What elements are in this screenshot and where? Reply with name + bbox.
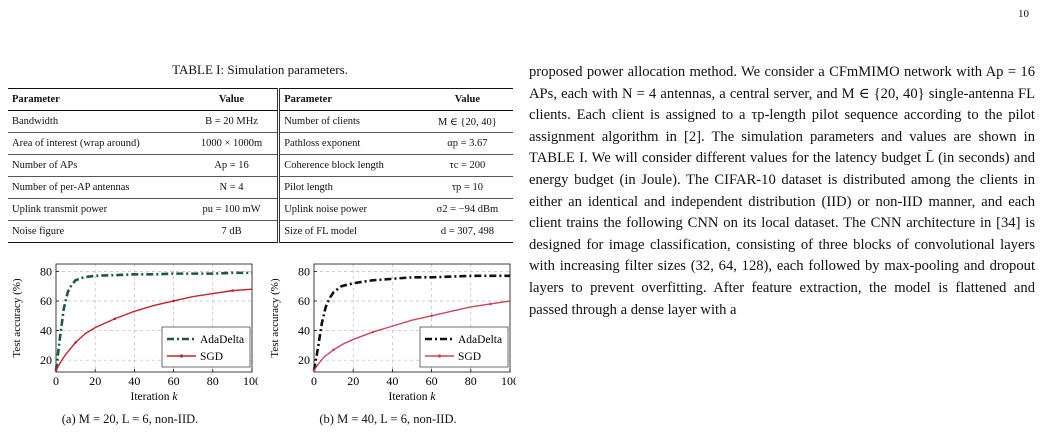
- legend-label: AdaDelta: [458, 334, 502, 346]
- series-point: [54, 369, 58, 372]
- chart-b: 0 20 40 60 80 100 20 40 60 80 Iteration k Test accu…: [258, 256, 519, 417]
- series-point: [231, 289, 234, 292]
- series-point: [332, 348, 335, 352]
- legend-marker: [179, 354, 184, 358]
- legend-label: SGD: [458, 351, 481, 363]
- y-tick-label: 20: [40, 353, 52, 367]
- table-cell: Coherence block length: [278, 154, 422, 177]
- chart-a-caption: (a) M = 20, L = 6, non-IID.: [61, 412, 199, 426]
- chart-a: 0 20 40 60 80 100 20 40 60 80 Iteration k Test accu…: [0, 256, 261, 417]
- parameters-table: Parameter Value Parameter Value Bandwidt…: [8, 88, 513, 243]
- table-header-cell: Value: [421, 88, 513, 111]
- table-cell: Area of interest (wrap around): [8, 132, 186, 155]
- series-line-sgd: [55, 288, 253, 371]
- plot-frame: [55, 263, 253, 373]
- series-line-adadelta: [54, 271, 252, 371]
- table-cell: Number of APs: [8, 154, 186, 177]
- y-tick-label: 60: [40, 294, 52, 308]
- table-cell: d = 307, 498: [421, 220, 513, 243]
- table-cell: N = 4: [185, 176, 281, 199]
- x-tick-label: 0: [53, 374, 59, 388]
- y-tick-label: 60: [298, 294, 310, 308]
- table-row: Number of APs Ap = 16 Coherence block le…: [8, 154, 513, 177]
- x-tick-label: 40: [128, 374, 140, 388]
- table-header-row: Parameter Value Parameter Value: [8, 88, 513, 111]
- table-caption: TABLE I: Simulation parameters.: [172, 62, 348, 77]
- series-point: [172, 299, 175, 303]
- table-cell: Pathloss exponent: [278, 132, 422, 155]
- x-tick-label: 60: [426, 374, 438, 388]
- body-paragraph: proposed power allocation method. We con…: [529, 64, 1035, 318]
- table-cell: 1000 × 1000m: [185, 132, 281, 155]
- table-row: Noise figure 7 dB Size of FL model d = 3…: [8, 220, 513, 243]
- table-cell: σ2 = −94 dBm: [421, 198, 513, 221]
- y-axis-label: Test accuracy (%): [269, 278, 281, 358]
- table-header-cell: Parameter: [278, 88, 422, 111]
- x-axis-label: Iteration k: [131, 391, 179, 403]
- legend-marker: [437, 354, 442, 358]
- table-header-cell: Parameter: [8, 88, 186, 111]
- table-row: Bandwidth B = 20 MHz Number of clients M…: [8, 110, 513, 133]
- x-axis-label: Iteration k: [389, 391, 437, 403]
- x-tick-label: 80: [465, 374, 477, 388]
- table-cell: Number of clients: [278, 110, 422, 133]
- table-row: Uplink transmit power pu = 100 mW Uplink…: [8, 198, 513, 221]
- x-tick-label: 80: [207, 374, 219, 388]
- table-cell: M ∈ {20, 40}: [421, 110, 513, 133]
- series-line-sgd: [313, 300, 511, 371]
- table-cell: pu = 100 mW: [185, 198, 281, 221]
- table-cell: 7 dB: [185, 220, 281, 243]
- x-tick-label: 100: [243, 374, 258, 388]
- x-tick-label: 100: [501, 374, 516, 388]
- y-tick-label: 40: [40, 324, 52, 338]
- x-tick-label: 40: [386, 374, 398, 388]
- table-cell: Noise figure: [8, 220, 186, 243]
- table-cell: Pilot length: [278, 176, 422, 199]
- legend-label: SGD: [200, 351, 223, 363]
- table-row: Area of interest (wrap around) 1000 × 10…: [8, 132, 513, 155]
- series-point: [74, 341, 77, 344]
- series-point: [430, 314, 433, 318]
- legend-box: [419, 326, 509, 368]
- y-tick-label: 80: [40, 264, 52, 278]
- y-tick-label: 80: [298, 264, 310, 278]
- x-tick-label: 60: [168, 374, 180, 388]
- x-tick-label: 20: [347, 374, 359, 388]
- series-point: [371, 330, 375, 334]
- table-cell: Bandwidth: [8, 110, 186, 133]
- legend-box: [161, 326, 251, 368]
- table-header-cell: Value: [185, 88, 281, 111]
- y-tick-label: 40: [298, 324, 310, 338]
- table-cell: αp = 3.67: [421, 132, 513, 155]
- table-cell: Size of FL model: [278, 220, 422, 243]
- series-point: [489, 302, 492, 306]
- table-cell: Number of per-AP antennas: [8, 176, 186, 199]
- table-cell: τp = 10: [421, 176, 513, 199]
- y-tick-label: 20: [298, 353, 310, 367]
- series-point: [312, 369, 316, 372]
- x-tick-label: 0: [311, 374, 317, 388]
- table-cell: B = 20 MHz: [185, 110, 281, 133]
- chart-b-caption: (b) M = 40, L = 6, non-IID.: [319, 412, 457, 426]
- table-cell: Uplink transmit power: [8, 198, 186, 221]
- series-line-adadelta: [312, 274, 510, 371]
- plot-frame: [313, 263, 511, 373]
- table-row: Number of per-AP antennas N = 4 Pilot le…: [8, 176, 513, 199]
- table-cell: Ap = 16: [185, 154, 281, 177]
- y-axis-label: Test accuracy (%): [11, 278, 23, 358]
- page-number: 10: [1018, 8, 1029, 20]
- series-point: [113, 317, 117, 321]
- table-cell: τc = 200: [421, 154, 513, 177]
- table-cell: Uplink noise power: [278, 198, 422, 221]
- x-tick-label: 20: [89, 374, 101, 388]
- legend-label: AdaDelta: [200, 334, 244, 346]
